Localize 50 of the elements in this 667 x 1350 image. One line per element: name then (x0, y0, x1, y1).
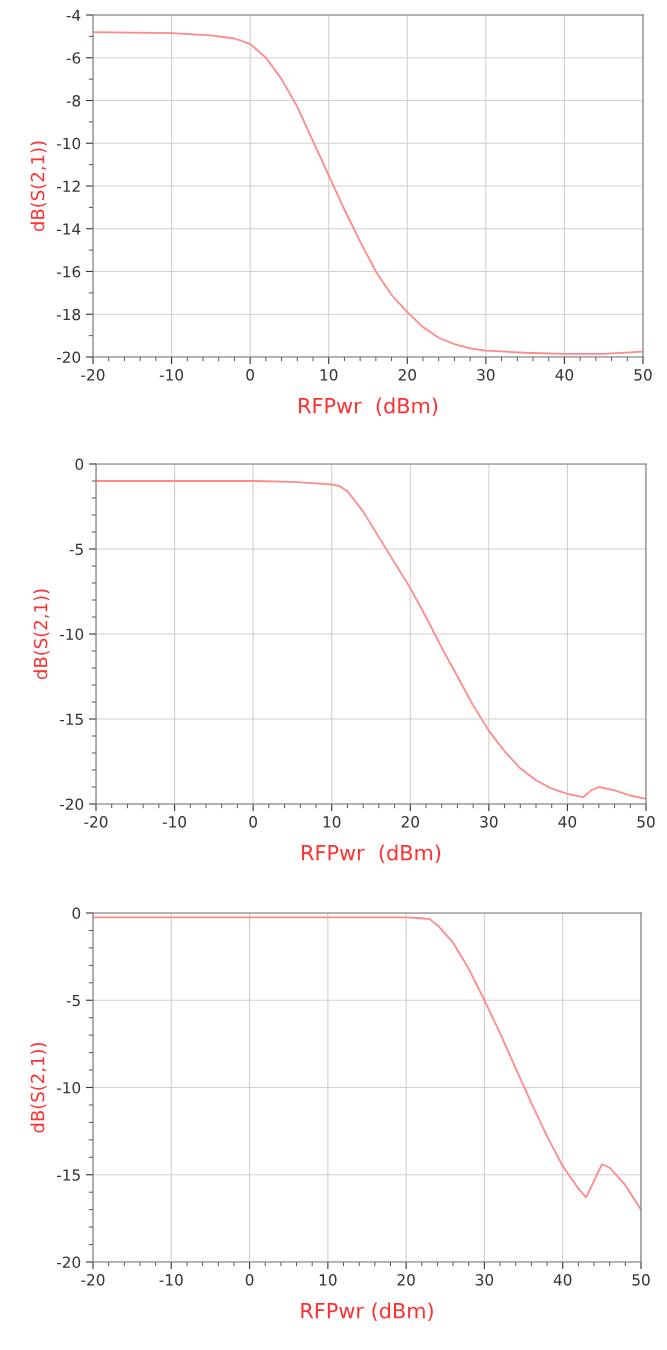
x-tick-label: 20 (401, 816, 419, 828)
y-tick-label: -14 (56, 223, 81, 235)
x-tick-label: 50 (637, 816, 655, 828)
y-tick-label: -20 (59, 798, 84, 811)
y-tick-label: -5 (69, 543, 83, 556)
x-tick-label: 30 (480, 816, 498, 828)
x-tick-label: 30 (477, 369, 495, 381)
x-tick-label: 10 (319, 1274, 337, 1286)
y-tick-label: -12 (56, 180, 80, 192)
x-tick-label: 20 (398, 369, 416, 381)
y-tick-label: -10 (56, 137, 81, 150)
x-tick-label: -20 (81, 1274, 105, 1286)
x-tick-label: 0 (246, 369, 254, 381)
y-tick-label: -15 (59, 713, 83, 726)
x-axis-title: RFPwr (dBm) (301, 1302, 433, 1322)
y-tick-label: -6 (66, 52, 81, 64)
x-tick-label: 30 (475, 1274, 494, 1286)
y-tick-label: 0 (72, 907, 81, 920)
x-tick-label: 20 (397, 1274, 415, 1286)
x-tick-label: 0 (245, 1274, 254, 1286)
y-tick-label: -4 (66, 9, 81, 21)
y-axis-title: dB(S(2,1)) (30, 141, 47, 232)
y-axis-title: dB(S(2,1)) (33, 589, 50, 680)
y-tick-label: 0 (75, 458, 84, 471)
x-tick-label: 10 (323, 816, 341, 828)
x-tick-label: 50 (634, 369, 652, 381)
y-tick-label: -15 (56, 1169, 80, 1181)
x-tick-label: 40 (553, 1274, 572, 1286)
y-tick-label: -5 (66, 994, 80, 1007)
x-tick-label: 0 (249, 816, 257, 828)
y-tick-label: -18 (56, 308, 81, 321)
x-tick-label: 10 (320, 369, 338, 381)
x-tick-label: -20 (81, 369, 105, 381)
y-tick-label: -10 (56, 1081, 81, 1094)
y-tick-label: -16 (56, 265, 81, 278)
x-tick-label: -10 (162, 816, 187, 828)
x-tick-label: -10 (159, 369, 184, 381)
x-axis-title: RFPwr (dBm) (302, 844, 441, 864)
x-tick-label: 50 (632, 1274, 650, 1286)
x-tick-label: -10 (159, 1274, 183, 1286)
x-axis-title: RFPwr (dBm) (299, 397, 438, 417)
x-tick-label: 40 (558, 816, 577, 828)
y-axis-title: dB(S(2,1)) (30, 1042, 47, 1133)
x-tick-label: -20 (84, 816, 108, 828)
y-tick-label: -20 (56, 351, 81, 364)
y-tick-label: -8 (66, 94, 81, 107)
x-tick-label: 40 (555, 369, 574, 381)
line-series (96, 480, 646, 800)
y-tick-label: -10 (59, 628, 84, 641)
y-tick-label: -20 (56, 1256, 81, 1269)
